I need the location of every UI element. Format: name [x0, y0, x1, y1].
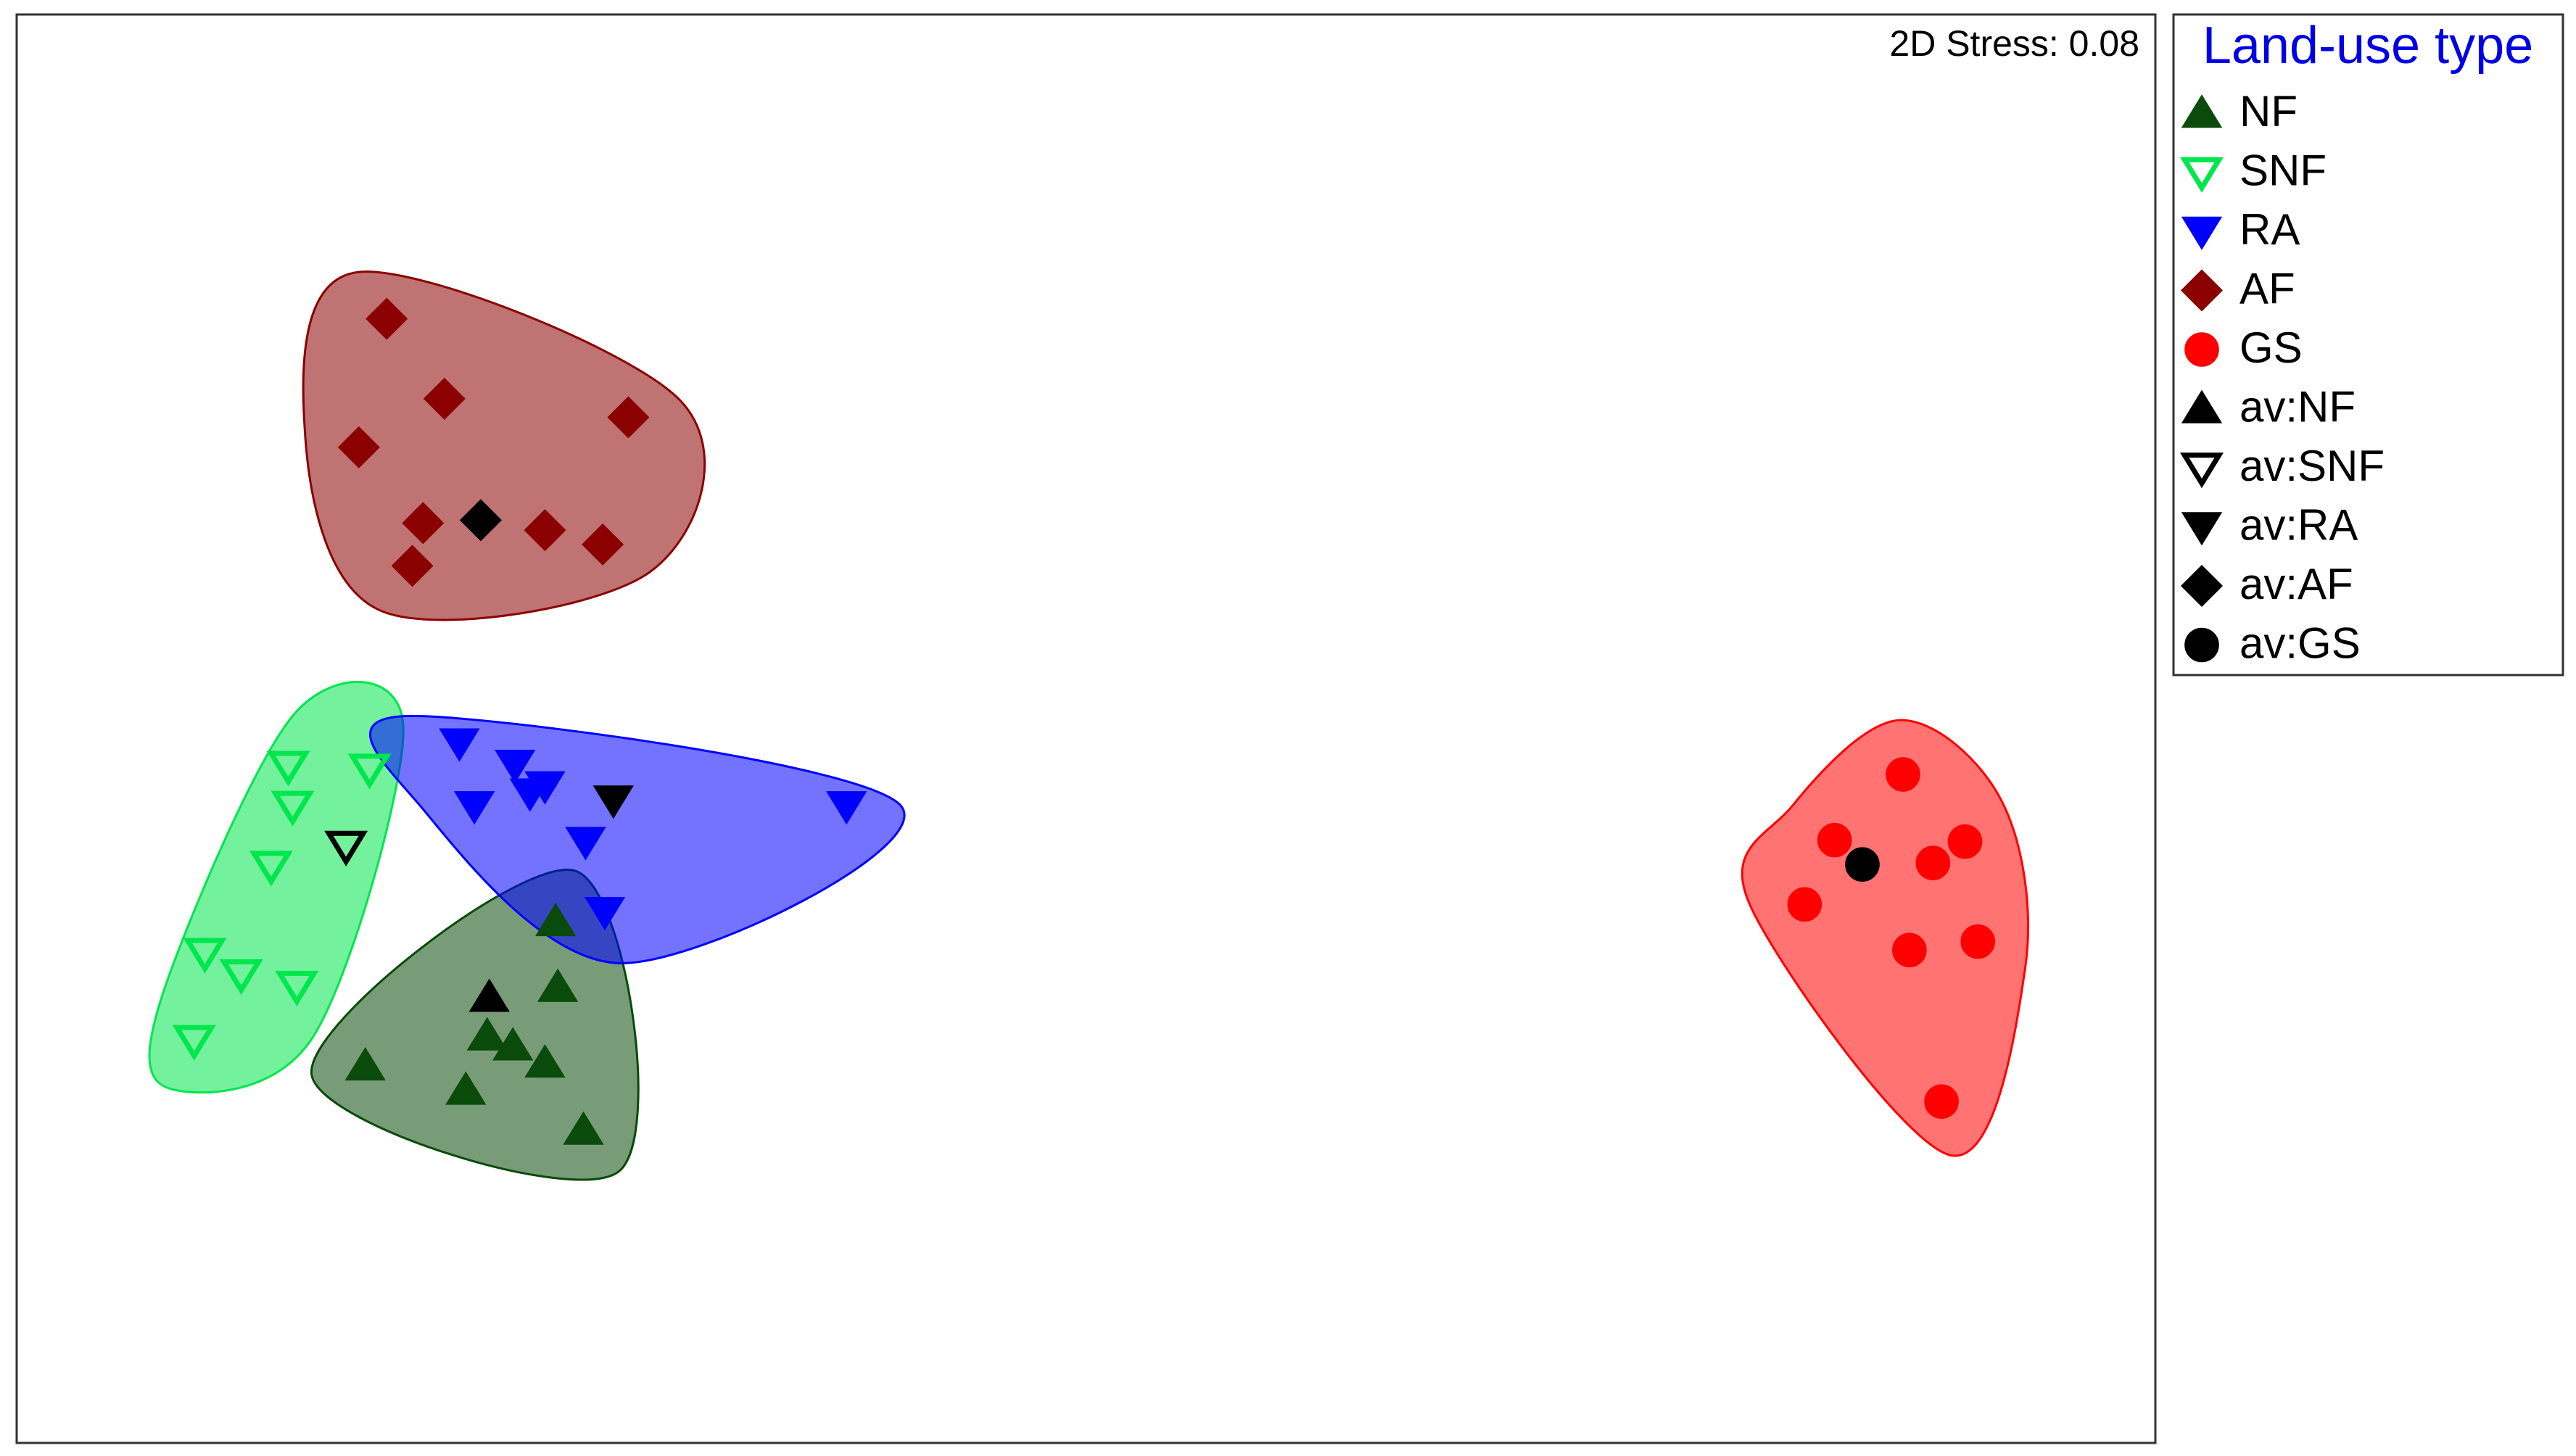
legend: NF SNF RA AF GS av:NF av:SNF av:RA av:AF av:GS	[2179, 87, 2385, 667]
data-point	[337, 426, 380, 468]
data-point	[584, 896, 626, 931]
legend-marker	[2181, 216, 2223, 250]
data-point	[266, 750, 310, 787]
data-point	[494, 750, 536, 784]
data-point	[1787, 887, 1822, 922]
legend-label: av:SNF	[2239, 442, 2385, 490]
data-point	[402, 502, 445, 545]
legend-marker	[2184, 627, 2219, 663]
legend-marker	[2180, 564, 2224, 608]
data-point	[509, 778, 550, 812]
legend-marker	[2181, 512, 2223, 546]
data-point	[1845, 847, 1880, 882]
group-hull	[148, 681, 405, 1094]
data-point	[439, 728, 480, 762]
data-point	[183, 938, 227, 974]
legend-label: RA	[2239, 205, 2300, 254]
group-hull	[310, 868, 640, 1181]
data-point	[423, 377, 466, 420]
legend-label: av:GS	[2239, 619, 2361, 667]
data-point	[468, 978, 510, 1012]
data-point	[492, 1027, 534, 1061]
legend-marker	[2181, 94, 2223, 128]
data-point	[1924, 1084, 1959, 1119]
legend-label: av:RA	[2239, 500, 2358, 549]
stress-annotation: 2D Stress: 0.08	[1889, 23, 2139, 64]
data-point	[582, 523, 624, 566]
data-point	[219, 959, 263, 996]
point-layer	[172, 297, 1996, 1145]
legend-label: AF	[2239, 264, 2295, 313]
data-point	[347, 753, 392, 790]
legend-marker	[2179, 157, 2224, 193]
legend-marker	[2184, 332, 2219, 367]
data-point	[249, 851, 293, 887]
data-point	[534, 903, 577, 937]
data-point	[453, 791, 495, 825]
data-point	[1817, 822, 1852, 858]
data-point	[1960, 924, 1996, 959]
legend-label: av:NF	[2239, 382, 2356, 431]
data-point	[271, 790, 315, 827]
data-point	[445, 1071, 487, 1105]
data-point	[466, 1017, 508, 1051]
data-point	[172, 1025, 216, 1061]
data-point	[524, 1044, 566, 1078]
data-point	[1892, 932, 1927, 968]
group-hull	[369, 714, 906, 964]
data-point	[826, 791, 867, 825]
data-point	[537, 968, 579, 1002]
data-point	[459, 499, 502, 542]
legend-marker	[2181, 389, 2223, 423]
data-point	[524, 509, 566, 552]
legend-title: Land-use type	[2203, 17, 2533, 75]
data-point	[324, 830, 368, 866]
legend-label: GS	[2239, 323, 2303, 372]
data-point	[1947, 824, 1983, 859]
legend-label: NF	[2239, 87, 2298, 136]
data-point	[565, 827, 606, 861]
data-point	[593, 785, 634, 819]
data-point	[344, 1047, 386, 1081]
data-point	[391, 545, 434, 587]
legend-label: av:AF	[2239, 560, 2353, 608]
data-point	[1915, 845, 1951, 880]
data-point	[275, 970, 319, 1006]
data-point	[1886, 757, 1920, 792]
data-point	[563, 1111, 604, 1145]
legend-marker	[2179, 452, 2224, 489]
legend-box	[2172, 13, 2564, 677]
legend-label: SNF	[2239, 146, 2327, 194]
legend-marker	[2180, 269, 2224, 312]
data-point	[607, 396, 650, 439]
data-point	[366, 297, 408, 340]
